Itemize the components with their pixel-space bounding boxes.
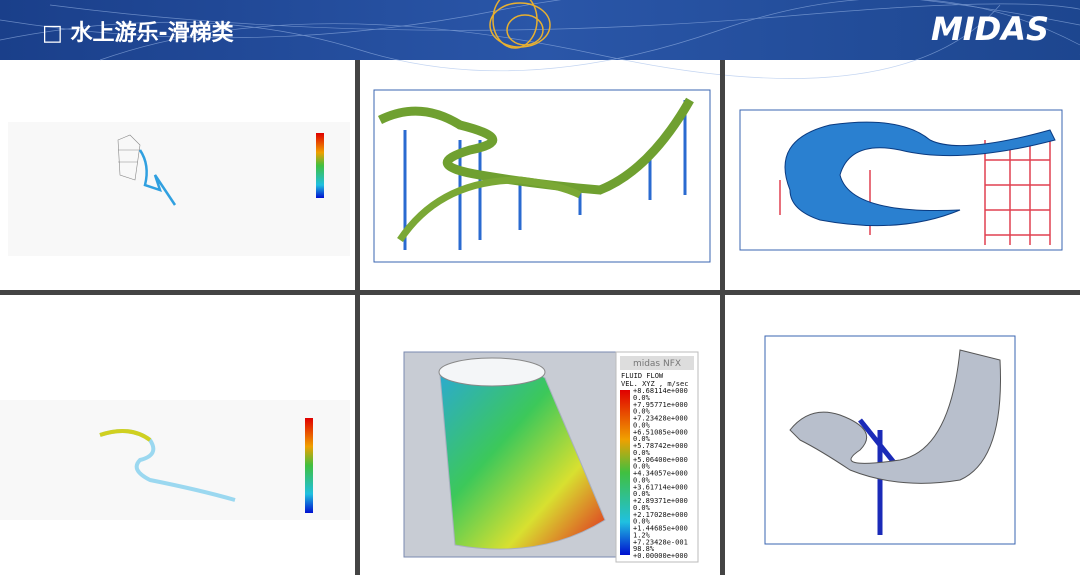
- slide-model: [784, 121, 1056, 227]
- header-texture: [0, 0, 1080, 79]
- header-title: □ 水上游乐-滑梯类: [42, 20, 235, 46]
- cone-opening: [438, 357, 546, 387]
- legend-value: +3.61714e+000: [633, 483, 688, 491]
- legend-value: +0.00000e+000: [633, 552, 688, 560]
- panel-dividers: [0, 60, 1080, 575]
- legend-value: +5.78742e+000: [633, 442, 688, 450]
- panel-image: [373, 89, 711, 263]
- legend-percent: 0.0%: [633, 518, 651, 526]
- legend-percent: 0.0%: [633, 504, 651, 512]
- legend-color-bar: [620, 390, 630, 555]
- color-legend: [305, 418, 313, 513]
- slide-model: [397, 176, 582, 242]
- scaffold-model: [779, 140, 1051, 245]
- slide-model: [789, 349, 1001, 484]
- legend-brand-box: [620, 356, 694, 370]
- legend-percent: 0.0%: [633, 435, 651, 443]
- legend-percent: 0.0%: [633, 476, 651, 484]
- legend-value: +1.44685e+000: [633, 525, 688, 533]
- legend-percent: 0.0%: [633, 394, 651, 402]
- legend-rows: +8.68114e+000 +7.95771e+000 +7.23428e+000 +…: [633, 387, 688, 560]
- legend-value: +7.23428e+000: [633, 415, 688, 423]
- legend-brand: midas NFX: [633, 359, 681, 369]
- header-band: [0, 0, 1080, 60]
- legend-value: +7.95771e+000: [633, 401, 688, 409]
- legend-percent: 98.8%: [633, 545, 655, 553]
- legend-percent: 0.0%: [633, 463, 651, 471]
- legend-percent: 0.0%: [633, 408, 651, 416]
- legend-value: +8.68114e+000: [633, 387, 688, 395]
- legend-quantity: VEL. XYZ , m/sec: [621, 380, 688, 388]
- slide-model: [99, 429, 152, 442]
- legend-value: +2.17028e+000: [633, 511, 688, 519]
- panel-image: [0, 400, 350, 520]
- slide-model: [377, 97, 694, 195]
- legend-value: +7.23428e-001: [633, 538, 688, 546]
- legend-percent: 0.0%: [633, 449, 651, 457]
- legend-percent: 1.2%: [633, 531, 651, 539]
- legend-value: +6.51085e+000: [633, 428, 688, 436]
- color-legend: [316, 133, 324, 198]
- legend-title: FLUID FLOW: [621, 372, 664, 380]
- legend-percent: 0.0%: [633, 421, 651, 429]
- slide-model: [138, 149, 177, 206]
- legend-value: +4.34057e+000: [633, 470, 688, 478]
- tower-model: [117, 134, 141, 181]
- logo: MIDAS: [931, 10, 1049, 48]
- legend-value: +2.89371e+000: [633, 497, 688, 505]
- panel-image: [8, 122, 350, 256]
- header-swirl: [489, 0, 551, 49]
- legend-value: +5.06400e+000: [633, 456, 688, 464]
- legend-percent: 0.0%: [633, 490, 651, 498]
